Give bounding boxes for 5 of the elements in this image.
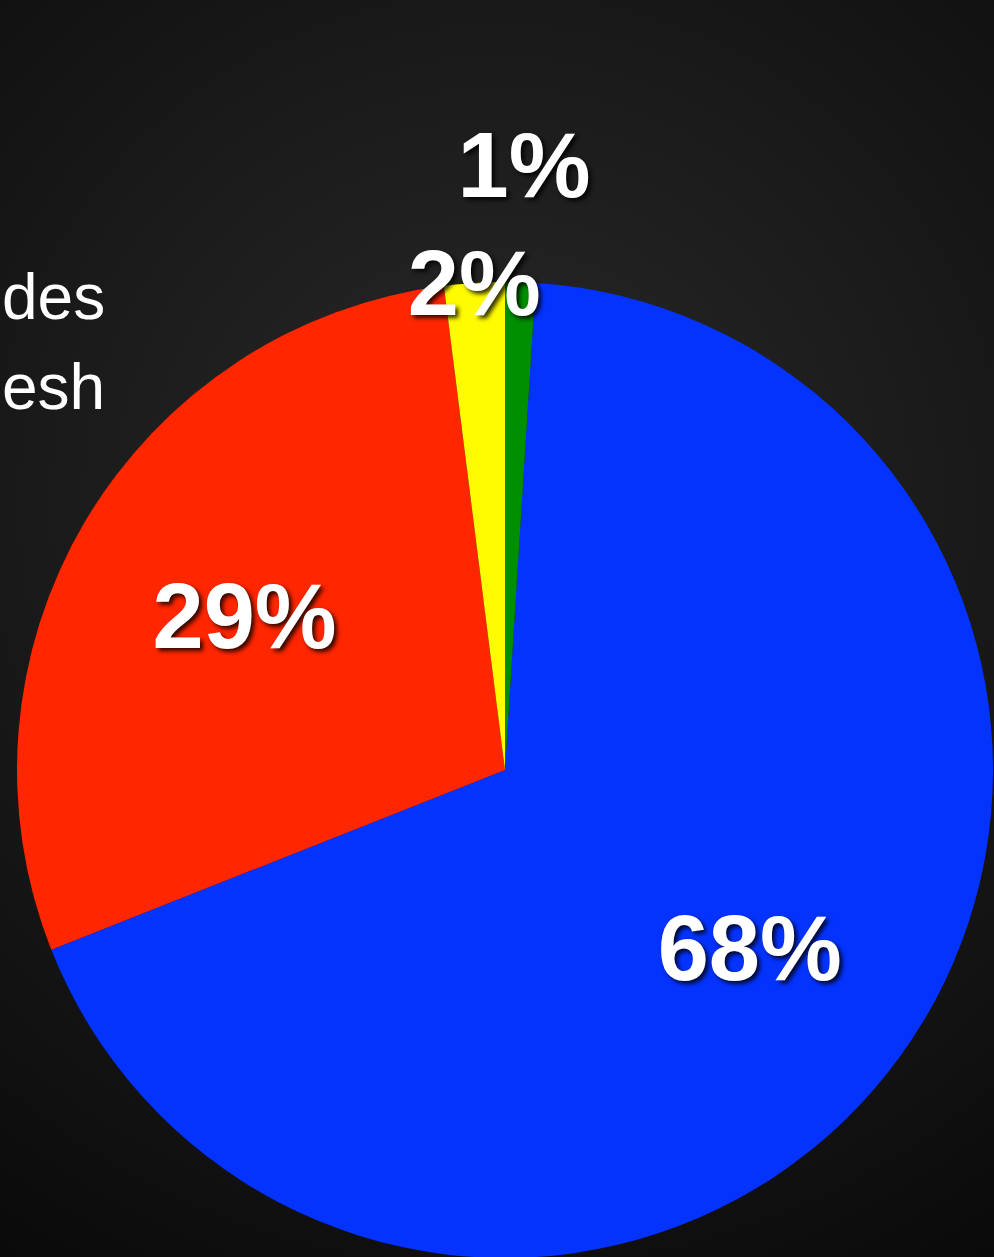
data-label: 29% <box>152 564 337 667</box>
data-label: 68% <box>657 896 842 999</box>
text: esh <box>2 351 106 423</box>
text: des <box>2 261 106 333</box>
data-label: 1% <box>457 114 591 217</box>
